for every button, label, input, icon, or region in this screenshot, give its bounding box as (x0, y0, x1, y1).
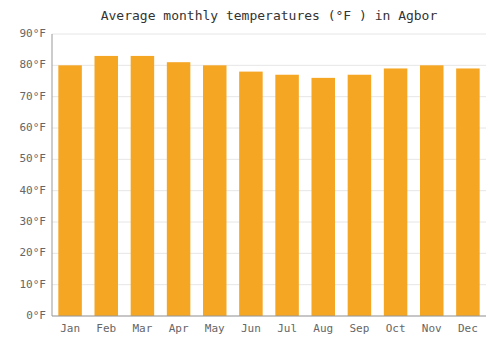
y-tick-label: 70°F (20, 90, 47, 103)
chart-root: 0°F 10°F 20°F 30°F 40°F 50°F 60°F 70°F 80°F 90°F J… (0, 0, 500, 350)
y-tick-label: 10°F (20, 278, 47, 291)
x-tick-label: Jun (241, 322, 261, 335)
bar (311, 78, 335, 316)
y-tick-label: 50°F (20, 152, 47, 165)
y-tick-label: 80°F (20, 58, 47, 71)
bar (94, 56, 118, 316)
y-tick-label: 0°F (26, 309, 46, 322)
y-tick-label: 90°F (20, 27, 47, 40)
x-tick-label: Jul (277, 322, 297, 335)
y-axis: 0°F 10°F 20°F 30°F 40°F 50°F 60°F 70°F 80°F 90°F (20, 27, 53, 322)
x-tick-label: Mar (132, 322, 152, 335)
bar (420, 65, 444, 316)
x-tick-label: Dec (458, 322, 478, 335)
x-axis-line (52, 316, 486, 317)
bar (203, 65, 227, 316)
x-tick-label: Oct (386, 322, 406, 335)
grid-line (52, 34, 486, 35)
x-tick-label: Jan (60, 322, 80, 335)
x-tick-label: Nov (422, 322, 442, 335)
x-tick-label: Sep (349, 322, 369, 335)
y-tick-label: 40°F (20, 184, 47, 197)
bar (275, 75, 299, 316)
y-tick-label: 30°F (20, 215, 47, 228)
bar (384, 68, 408, 316)
y-tick-label: 60°F (20, 121, 47, 134)
x-axis: Jan Feb Mar Apr May Jun Jul Aug Sep Oct Nov Dec (52, 316, 486, 335)
x-tick-label: Feb (96, 322, 116, 335)
x-tick-label: May (205, 322, 225, 335)
bar (131, 56, 155, 316)
y-tick-label: 20°F (20, 246, 47, 259)
grid (52, 34, 486, 316)
bar (58, 65, 82, 316)
chart: 0°F 10°F 20°F 30°F 40°F 50°F 60°F 70°F 80°F 90°F J… (0, 0, 500, 350)
grid-line (52, 316, 486, 317)
y-axis-line (52, 34, 53, 316)
bars (58, 56, 479, 316)
bar (167, 62, 191, 316)
bar (239, 72, 263, 316)
x-tick-label: Aug (313, 322, 333, 335)
title: Average monthly temperatures (°F ) in Ag… (101, 8, 438, 23)
bar (348, 75, 372, 316)
bar (456, 68, 480, 316)
x-tick-label: Apr (169, 322, 189, 335)
